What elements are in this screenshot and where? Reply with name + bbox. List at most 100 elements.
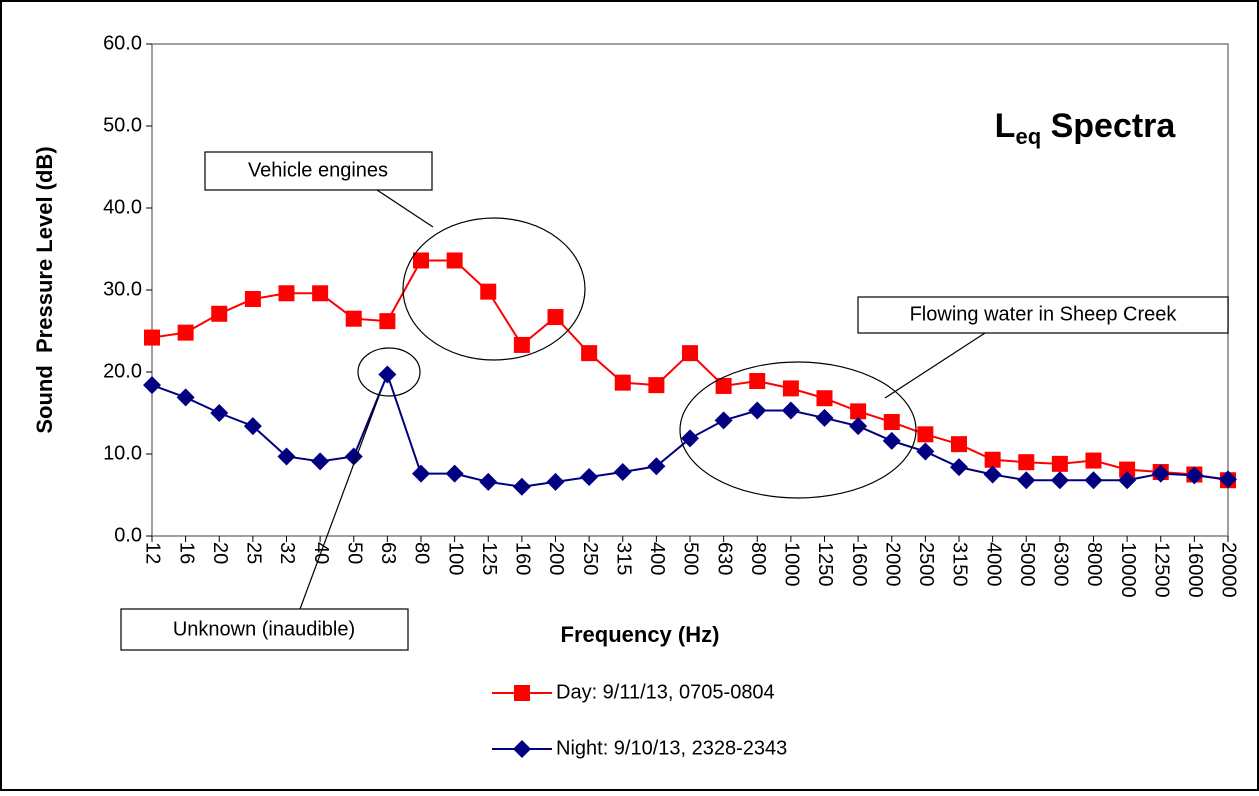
callout-line — [376, 189, 434, 228]
x-tick-label: 1600 — [848, 542, 870, 587]
marker — [312, 285, 329, 302]
callout-box — [204, 151, 433, 191]
legend-label: Night: 9/10/13, 2328-2343 — [556, 737, 787, 759]
callout: Unknown (inaudible) — [120, 347, 421, 651]
x-tick-label: 100 — [444, 542, 466, 575]
marker — [176, 388, 195, 407]
marker — [580, 467, 599, 486]
x-tick-label: 315 — [612, 542, 634, 575]
marker — [681, 429, 699, 448]
marker — [446, 252, 463, 269]
marker — [1151, 464, 1170, 483]
marker — [244, 291, 261, 308]
marker — [1017, 471, 1036, 490]
y-axis-label: Sound Pressure Level (dB) — [32, 146, 57, 433]
marker — [513, 336, 530, 353]
marker — [445, 464, 464, 483]
y-tick-label: 50.0 — [103, 114, 142, 136]
marker — [177, 324, 194, 341]
callout: Flowing water in Sheep Creek — [679, 296, 1229, 499]
marker — [614, 374, 631, 391]
callout-line — [884, 332, 986, 399]
x-tick-label: 1250 — [814, 542, 836, 587]
callout-ellipse — [357, 347, 421, 397]
marker — [916, 442, 935, 461]
callout-text: Vehicle engines — [248, 159, 388, 181]
marker — [210, 404, 229, 422]
callout-box — [857, 296, 1229, 334]
legend-marker — [513, 740, 531, 758]
marker — [1084, 471, 1103, 490]
marker — [748, 401, 767, 420]
legend-entry: Day: 9/11/13, 0705-0804 — [492, 681, 775, 703]
x-tick-label: 160 — [512, 542, 534, 575]
marker — [379, 313, 396, 330]
marker — [480, 283, 497, 300]
marker — [849, 417, 868, 436]
title-subscript: eq — [1015, 124, 1041, 149]
marker — [983, 465, 1002, 484]
marker — [882, 431, 901, 450]
x-tick-label: 1000 — [781, 542, 803, 587]
marker — [1219, 470, 1237, 489]
marker — [951, 436, 967, 453]
marker — [546, 472, 565, 491]
marker — [311, 452, 330, 471]
x-tick-label: 2000 — [881, 542, 903, 587]
marker — [144, 329, 160, 346]
marker — [479, 472, 498, 491]
legend-entry: Night: 9/10/13, 2328-2343 — [492, 737, 787, 759]
x-tick-label: 5000 — [1016, 542, 1038, 587]
x-tick-label: 25 — [243, 542, 265, 564]
marker — [378, 365, 397, 384]
callout: Vehicle engines — [204, 151, 586, 361]
x-tick-label: 400 — [646, 542, 668, 575]
marker — [345, 310, 362, 327]
marker — [412, 464, 430, 483]
marker — [781, 401, 800, 420]
x-tick-label: 80 — [411, 542, 433, 564]
marker — [648, 377, 665, 394]
marker — [715, 377, 732, 394]
marker — [278, 285, 295, 302]
marker — [143, 376, 161, 395]
marker — [782, 380, 799, 397]
x-tick-label: 8000 — [1083, 542, 1105, 587]
x-tick-label: 20000 — [1218, 542, 1240, 598]
marker — [243, 417, 262, 436]
marker — [850, 403, 867, 420]
x-tick-label: 800 — [747, 542, 769, 575]
marker — [1119, 461, 1136, 478]
x-tick-label: 16 — [175, 542, 197, 564]
marker — [512, 477, 531, 496]
x-tick-label: 630 — [713, 542, 735, 575]
callout-line — [299, 395, 380, 610]
callout-ellipse — [402, 217, 586, 361]
x-tick-label: 63 — [377, 542, 399, 564]
marker — [816, 390, 833, 407]
marker — [917, 426, 934, 443]
marker — [1018, 454, 1035, 471]
x-tick-label: 12500 — [1150, 542, 1172, 598]
chart-title: Leq Spectra — [995, 107, 1177, 149]
callout-text: Flowing water in Sheep Creek — [910, 303, 1178, 325]
x-tick-label: 12 — [142, 542, 164, 564]
legend-label: Day: 9/11/13, 0705-0804 — [556, 681, 775, 703]
marker — [581, 345, 598, 362]
x-tick-label: 125 — [478, 542, 500, 575]
x-tick-label: 16000 — [1184, 542, 1206, 598]
marker — [815, 408, 834, 427]
x-tick-label: 2500 — [915, 542, 937, 587]
title-text: L — [995, 107, 1016, 145]
marker — [1118, 471, 1137, 490]
callout-text: Unknown (inaudible) — [173, 618, 355, 640]
x-tick-label: 200 — [545, 542, 567, 575]
plot: 0.010.020.030.040.050.060.01216202532405… — [103, 32, 1240, 597]
marker — [883, 414, 900, 431]
marker — [211, 305, 228, 322]
legend-marker — [514, 685, 530, 701]
y-tick-label: 20.0 — [103, 360, 142, 382]
x-tick-label: 32 — [276, 542, 298, 564]
